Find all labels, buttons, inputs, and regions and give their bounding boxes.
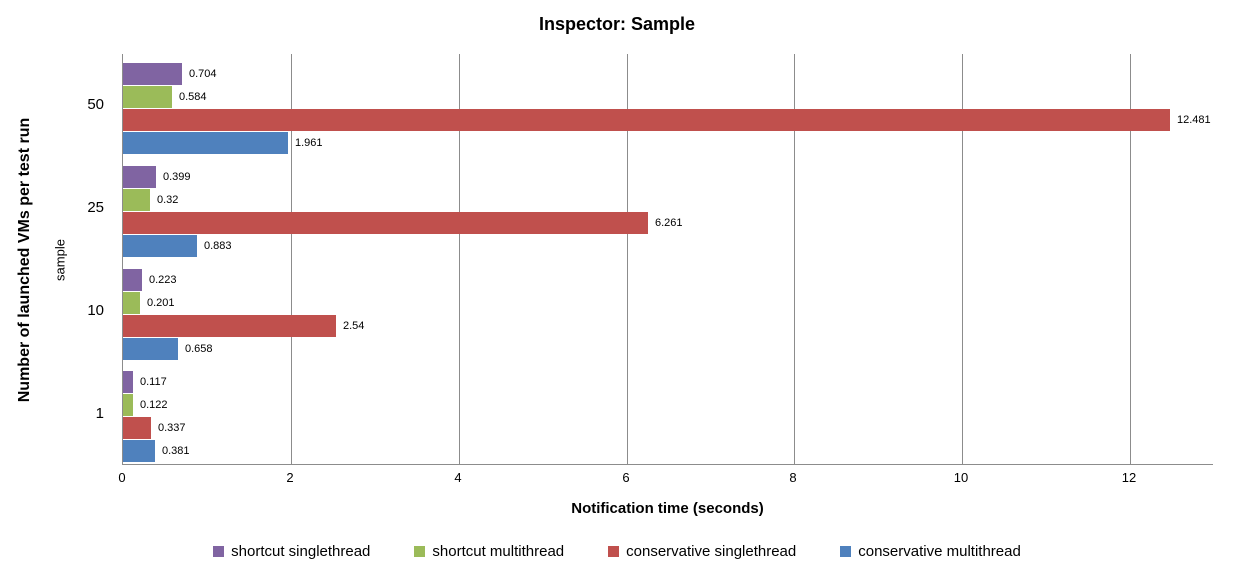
bar-value-label: 0.201 [147, 296, 175, 309]
chart-title: Inspector: Sample [538, 14, 696, 34]
bar-conservative-multithread-cat-25 [123, 234, 197, 257]
bar-conservative-singlethread-cat-50 [123, 109, 1170, 131]
legend-swatch-icon [213, 546, 225, 557]
bar-value-label: 6.261 [655, 216, 683, 229]
bar-shortcut-singlethread-cat-50 [123, 63, 182, 85]
bar-shortcut-multithread-cat-50 [123, 86, 172, 108]
legend-item-shortcut-multithread: shortcut multithread [414, 543, 564, 560]
bar-shortcut-singlethread-cat-10 [123, 268, 142, 291]
bar-value-label: 1.961 [295, 137, 323, 149]
legend-label: conservative singlethread [626, 543, 797, 560]
category-label-10: 10 [87, 302, 104, 319]
legend-label: shortcut multithread [432, 543, 565, 560]
legend-item-conservative-multithread: conservative multithread [840, 543, 1021, 560]
bar-conservative-multithread-cat-1 [123, 440, 155, 463]
bar-value-label: 0.223 [149, 273, 177, 286]
x-tick-label-2: 2 [286, 470, 294, 485]
gridline [794, 54, 795, 464]
bar-value-label: 0.117 [140, 376, 167, 389]
legend: shortcut singlethread shortcut multithrea… [0, 543, 1234, 560]
bar-shortcut-multithread-cat-25 [123, 188, 150, 211]
bar-value-label: 12.481 [1177, 114, 1211, 126]
bar-value-label: 0.32 [157, 193, 179, 206]
gridline [627, 54, 628, 464]
legend-swatch-icon [608, 546, 620, 557]
bar-value-label: 0.381 [162, 445, 190, 458]
gridline [291, 54, 292, 464]
x-tick-label-4: 4 [454, 470, 462, 485]
legend-label: shortcut singlethread [231, 543, 371, 560]
y-axis-title: Number of launched VMs per test run [16, 117, 33, 403]
x-tick-label-8: 8 [789, 470, 797, 485]
bar-shortcut-multithread-cat-1 [123, 394, 133, 417]
bar-shortcut-singlethread-cat-1 [123, 371, 133, 394]
gridline [962, 54, 963, 464]
bar-value-label: 0.399 [163, 170, 191, 183]
x-tick-label-12: 12 [1121, 470, 1137, 485]
bar-value-label: 0.337 [158, 422, 186, 435]
category-label-25: 25 [87, 199, 104, 216]
gridline [459, 54, 460, 464]
legend-label: conservative multithread [858, 543, 1021, 560]
gridline [1130, 54, 1131, 464]
x-tick-label-6: 6 [622, 470, 630, 485]
category-label-50: 50 [87, 96, 104, 113]
bar-value-label: 0.704 [189, 68, 217, 80]
bar-shortcut-singlethread-cat-25 [123, 165, 156, 188]
bar-conservative-singlethread-cat-10 [123, 314, 336, 337]
bar-value-label: 2.54 [343, 319, 365, 332]
bar-conservative-singlethread-cat-25 [123, 211, 648, 234]
legend-swatch-icon [414, 546, 426, 557]
x-tick-label-10: 10 [953, 470, 969, 485]
x-tick-label-0: 0 [118, 470, 126, 485]
plot-area: 0.704 0.584 12.481 1.961 0.399 0.32 6.261 0.883… [122, 54, 1213, 465]
y-axis-subtitle: sample [52, 239, 68, 281]
legend-item-shortcut-singlethread: shortcut singlethread [213, 543, 370, 560]
category-label-1: 1 [95, 405, 104, 422]
x-axis-title: Notification time (seconds) [571, 500, 764, 517]
bar-value-label: 0.658 [185, 342, 213, 355]
legend-item-conservative-singlethread: conservative singlethread [608, 543, 796, 560]
bar-conservative-multithread-cat-50 [123, 132, 288, 154]
bar-value-label: 0.122 [140, 399, 168, 412]
bar-value-label: 0.584 [179, 91, 207, 103]
bar-conservative-singlethread-cat-1 [123, 417, 151, 440]
bar-conservative-multithread-cat-10 [123, 337, 178, 360]
bar-value-label: 0.883 [204, 239, 232, 252]
legend-swatch-icon [840, 546, 852, 557]
bar-shortcut-multithread-cat-10 [123, 291, 140, 314]
